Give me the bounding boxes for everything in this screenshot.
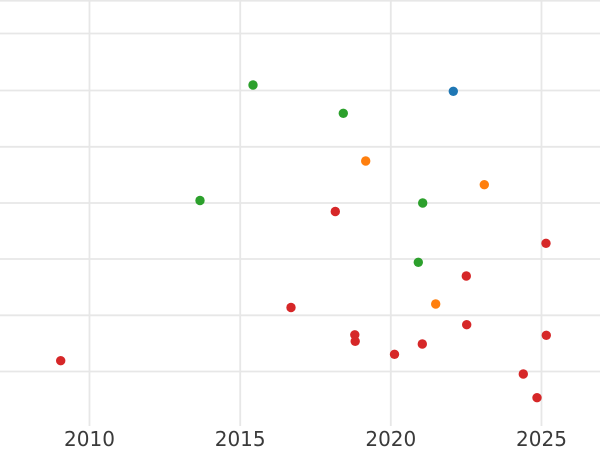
scatter-point-orange[interactable]	[479, 180, 489, 190]
scatter-point-red[interactable]	[417, 339, 427, 349]
scatter-point-green[interactable]	[338, 108, 348, 119]
scatter-point-red[interactable]	[462, 320, 472, 330]
scatter-point-red[interactable]	[330, 206, 340, 217]
scatter-point-red[interactable]	[389, 349, 400, 359]
scatter-point-red[interactable]	[541, 330, 551, 340]
scatter-point-orange[interactable]	[361, 156, 371, 166]
scatter-point-green[interactable]	[195, 195, 205, 206]
scatter-point-red[interactable]	[518, 369, 528, 379]
x-tick-label: 2010	[64, 427, 115, 450]
scatter-point-red[interactable]	[350, 336, 360, 346]
scatter-point-red[interactable]	[286, 302, 296, 313]
x-tick-label: 2015	[215, 427, 266, 450]
scatter-point-red[interactable]	[541, 238, 551, 248]
scatter-point-blue[interactable]	[448, 86, 458, 97]
x-tick-label: 2020	[365, 427, 416, 450]
x-tick-label: 2025	[516, 427, 567, 450]
scatter-point-red[interactable]	[56, 356, 66, 366]
scatter-point-red[interactable]	[532, 393, 542, 403]
scatter-point-green[interactable]	[413, 257, 423, 267]
scatter-point-green[interactable]	[248, 80, 258, 90]
scatter-point-orange[interactable]	[431, 299, 441, 309]
scatter-point-red[interactable]	[461, 271, 471, 281]
scatter-point-green[interactable]	[418, 198, 428, 208]
